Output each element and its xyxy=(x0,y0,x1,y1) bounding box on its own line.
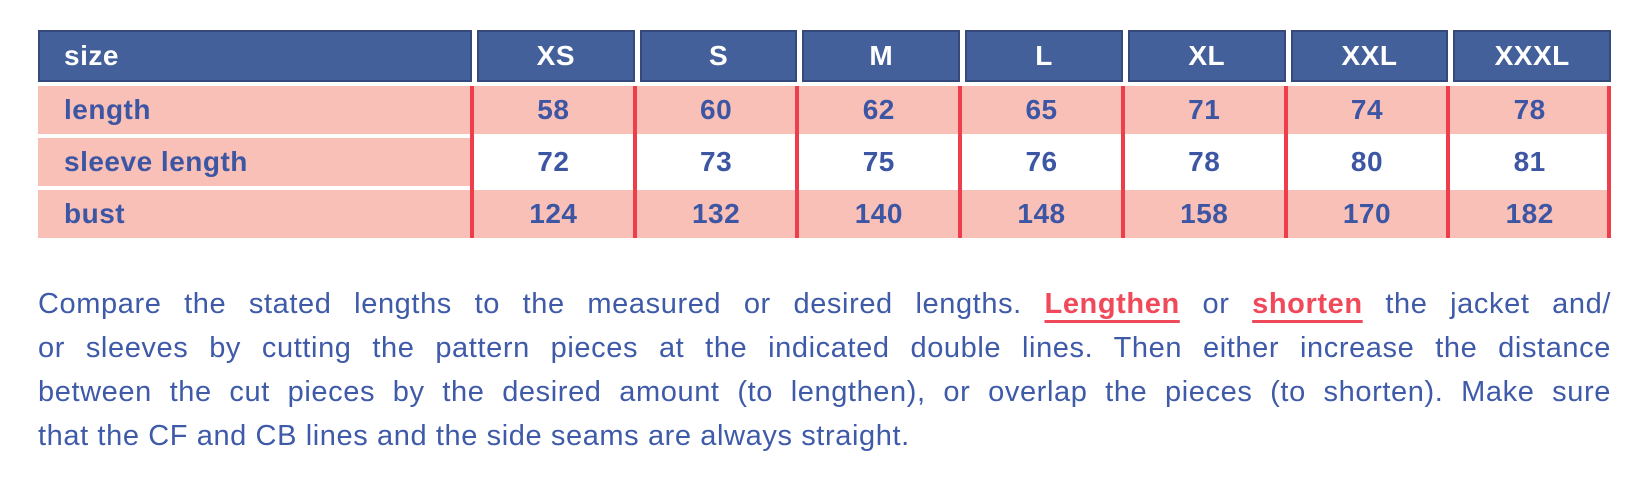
row-label-sleeve-length: sleeve length xyxy=(38,138,472,186)
column-divider-line xyxy=(1120,86,1125,238)
column-divider-line xyxy=(958,86,963,238)
value-cell-length-xxxl: 78 xyxy=(1448,86,1612,134)
paragraph-text: Compare the stated lengths to the measur… xyxy=(38,288,1045,320)
value-cell-bust-s: 132 xyxy=(634,190,798,238)
value-cell-bust-xxxl: 182 xyxy=(1448,190,1612,238)
column-divider-line xyxy=(632,86,637,238)
paragraph-text: that the CF and CB lines and the side se… xyxy=(38,420,910,452)
paragraph-text: between the cut pieces by the desired am… xyxy=(38,376,1611,408)
header-cell-l: L xyxy=(960,30,1123,82)
value-cell-length-xs: 58 xyxy=(472,86,635,134)
size-table-header: size XS S M L XL XXL XXXL xyxy=(38,30,1612,82)
size-table-body: length 58 60 62 65 71 74 78 sleeve length 72 73 75 7… xyxy=(38,86,1612,238)
header-cell-size: size xyxy=(38,30,472,82)
header-cell-xs: XS xyxy=(472,30,635,82)
instructions-line: that the CF and CB lines and the side se… xyxy=(38,414,1611,458)
paragraph-text: or xyxy=(1179,288,1253,320)
emphasized-word: Lengthen xyxy=(1044,288,1180,320)
header-cell-m: M xyxy=(797,30,961,82)
paragraph-text: or sleeves by cutting the pattern pieces… xyxy=(38,332,1611,364)
value-cell-sleeve-length-xxxl: 81 xyxy=(1448,138,1612,186)
header-cell-xl: XL xyxy=(1122,30,1286,82)
header-cell-xxxl: XXXL xyxy=(1448,30,1612,82)
value-cell-length-l: 65 xyxy=(960,86,1123,134)
header-cell-s: S xyxy=(634,30,798,82)
value-cell-length-xxl: 74 xyxy=(1285,86,1449,134)
value-cell-sleeve-length-l: 76 xyxy=(960,138,1123,186)
column-divider-line xyxy=(795,86,800,238)
value-cell-length-xl: 71 xyxy=(1122,86,1286,134)
row-label-bust: bust xyxy=(38,190,472,238)
value-cell-sleeve-length-xs: 72 xyxy=(472,138,635,186)
column-divider-line xyxy=(1283,86,1288,238)
table-row-sleeve-length: sleeve length 72 73 75 76 78 80 81 xyxy=(38,138,1612,186)
value-cell-sleeve-length-xl: 78 xyxy=(1122,138,1286,186)
value-cell-length-m: 62 xyxy=(797,86,961,134)
value-cell-sleeve-length-xxl: 80 xyxy=(1285,138,1449,186)
value-cell-bust-m: 140 xyxy=(797,190,961,238)
header-cell-xxl: XXL xyxy=(1285,30,1449,82)
row-label-length: length xyxy=(38,86,472,134)
paragraph-text: the jacket and/ xyxy=(1362,288,1611,320)
emphasized-word: shorten xyxy=(1252,288,1363,320)
size-table: size XS S M L XL XXL XXXL length 58 60 62 65 71 74 78 s… xyxy=(38,30,1612,238)
value-cell-length-s: 60 xyxy=(634,86,798,134)
column-divider-line xyxy=(470,86,474,238)
value-cell-bust-xs: 124 xyxy=(472,190,635,238)
instructions-line: between the cut pieces by the desired am… xyxy=(38,370,1611,414)
value-cell-sleeve-length-m: 75 xyxy=(797,138,961,186)
column-divider-line xyxy=(1446,86,1451,238)
table-row-length: length 58 60 62 65 71 74 78 xyxy=(38,86,1612,134)
column-divider-line xyxy=(1607,86,1611,238)
value-cell-bust-xl: 158 xyxy=(1122,190,1286,238)
instructions-line: Compare the stated lengths to the measur… xyxy=(38,282,1611,326)
instructions-paragraph: Compare the stated lengths to the measur… xyxy=(38,282,1611,458)
value-cell-bust-l: 148 xyxy=(960,190,1123,238)
table-row-bust: bust 124 132 140 148 158 170 182 xyxy=(38,190,1612,238)
value-cell-bust-xxl: 170 xyxy=(1285,190,1449,238)
instructions-line: or sleeves by cutting the pattern pieces… xyxy=(38,326,1611,370)
value-cell-sleeve-length-s: 73 xyxy=(634,138,798,186)
